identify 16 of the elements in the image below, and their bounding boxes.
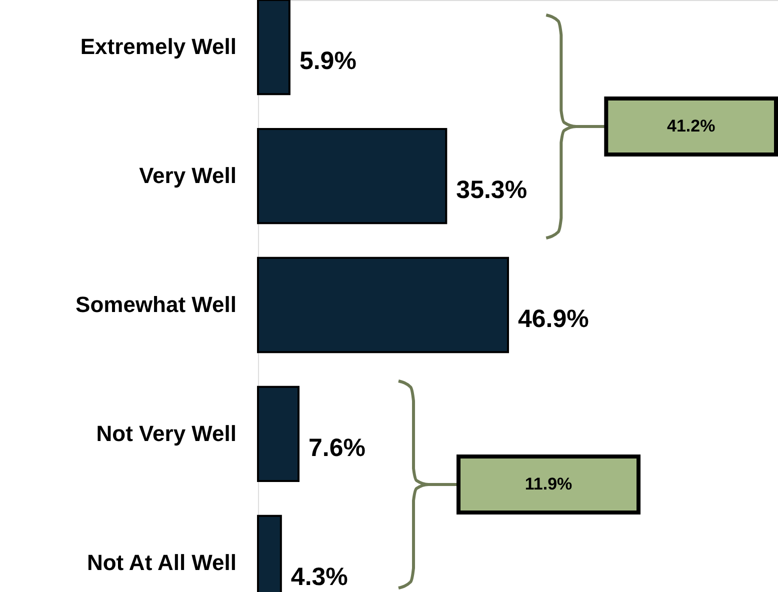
data-label: 35.3% [456,176,528,204]
bar [257,386,300,482]
data-label: 4.3% [290,562,348,591]
y-tick-label: Very Well [139,163,236,188]
y-tick-label: Somewhat Well [76,292,236,317]
bar [257,0,290,96]
y-tick-label: Not At All Well [86,550,236,575]
text: 11.9% [524,474,572,494]
bar [257,128,448,224]
data-label: 7.6% [308,434,366,462]
y-tick-label: Not Very Well [96,420,236,446]
text: 41.2% [666,116,716,136]
data-label: 5.9% [299,47,356,76]
y-tick-label: Extremely Well [80,34,236,60]
data-label: 46.9% [518,305,589,333]
bar [257,256,509,354]
